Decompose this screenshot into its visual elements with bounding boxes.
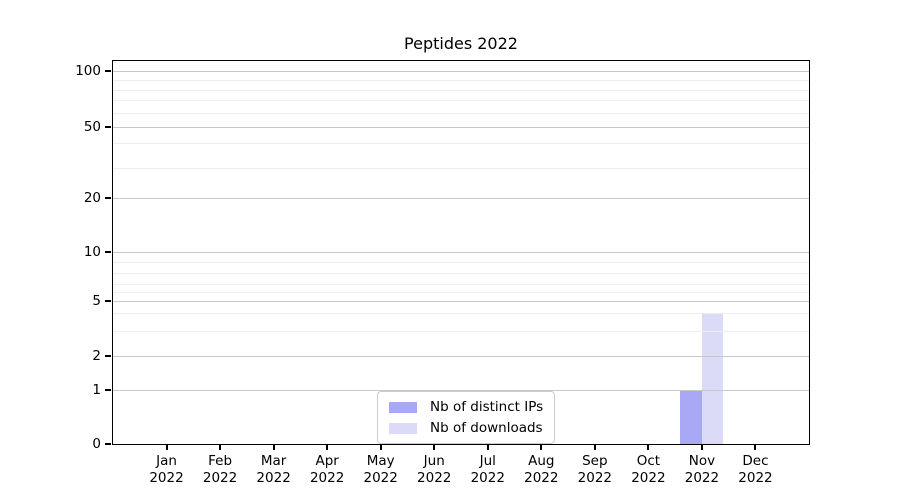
y-minor-gridline bbox=[113, 272, 809, 274]
x-tick-label: Mar 2022 bbox=[242, 453, 306, 487]
x-tick-mark bbox=[165, 444, 168, 450]
x-tick-year: 2022 bbox=[149, 470, 184, 486]
x-tick-mark bbox=[700, 444, 703, 450]
x-tick-month: Oct bbox=[636, 453, 661, 469]
y-minor-gridline bbox=[113, 312, 809, 314]
y-tick-mark bbox=[105, 125, 111, 128]
y-major-gridline bbox=[113, 390, 809, 392]
chart-title: Peptides 2022 bbox=[404, 34, 518, 53]
x-tick-label: Nov 2022 bbox=[670, 453, 734, 487]
x-tick-month: Aug bbox=[528, 453, 555, 469]
y-tick-mark bbox=[105, 354, 111, 357]
y-tick-label: 0 bbox=[92, 436, 101, 452]
x-tick-year: 2022 bbox=[309, 470, 345, 486]
y-major-gridline bbox=[113, 198, 809, 200]
x-tick-year: 2022 bbox=[417, 470, 452, 486]
y-minor-gridline bbox=[113, 292, 809, 294]
y-major-gridline bbox=[113, 355, 809, 357]
plot-area: 100 50 20 10 5 2 1 0 Jan 2022 Feb 2022 Mar 2022 Apr 202… bbox=[75, 60, 810, 486]
x-tick-year: 2022 bbox=[684, 470, 720, 486]
x-tick-mark bbox=[219, 444, 222, 450]
x-tick-label: Dec 2022 bbox=[723, 453, 787, 487]
y-tick-label: 100 bbox=[75, 63, 101, 80]
y-tick-mark bbox=[105, 389, 111, 392]
bar-downloads bbox=[701, 312, 724, 444]
x-tick-month: Nov bbox=[688, 453, 716, 469]
x-tick-label: Oct 2022 bbox=[616, 453, 680, 487]
y-minor-gridline bbox=[113, 330, 809, 332]
y-minor-gridline bbox=[113, 143, 809, 145]
x-tick-year: 2022 bbox=[738, 470, 773, 486]
x-tick-label: Feb 2022 bbox=[188, 453, 252, 487]
y-minor-gridline bbox=[113, 90, 809, 92]
x-tick-month: Dec bbox=[742, 453, 769, 469]
x-tick-mark bbox=[593, 444, 596, 450]
y-tick-label: 1 bbox=[92, 382, 101, 399]
y-tick-label: 2 bbox=[92, 347, 101, 364]
y-tick-mark bbox=[105, 443, 111, 445]
x-tick-label: Aug 2022 bbox=[509, 453, 573, 487]
x-tick-label: May 2022 bbox=[349, 453, 413, 487]
y-tick-mark bbox=[105, 197, 111, 200]
y-major-gridline bbox=[113, 300, 809, 302]
y-major-gridline bbox=[113, 71, 809, 73]
x-tick-label: Sep 2022 bbox=[563, 453, 627, 487]
x-tick-year: 2022 bbox=[202, 470, 238, 486]
legend-label: Nb of downloads bbox=[430, 420, 543, 436]
y-minor-gridline bbox=[113, 283, 809, 285]
y-major-gridline bbox=[113, 251, 809, 253]
x-tick-label: Jun 2022 bbox=[402, 453, 466, 487]
x-tick-mark bbox=[486, 444, 489, 450]
legend-label: Nb of distinct IPs bbox=[430, 399, 544, 415]
x-tick-label: Jul 2022 bbox=[456, 453, 520, 487]
y-major-gridline bbox=[113, 126, 809, 128]
y-tick-label: 20 bbox=[83, 190, 101, 207]
x-tick-label: Apr 2022 bbox=[295, 453, 359, 487]
y-minor-gridline bbox=[113, 80, 809, 82]
x-tick-mark bbox=[540, 444, 543, 450]
x-tick-mark bbox=[433, 444, 436, 450]
x-tick-year: 2022 bbox=[470, 470, 505, 486]
y-minor-gridline bbox=[113, 100, 809, 102]
x-tick-month: Jun bbox=[423, 453, 445, 469]
x-tick-mark bbox=[379, 444, 382, 450]
bar-distinct-ips bbox=[680, 390, 702, 444]
x-tick-year: 2022 bbox=[256, 470, 291, 486]
x-tick-month: Feb bbox=[208, 453, 233, 469]
y-tick-mark bbox=[105, 250, 111, 253]
y-tick-mark bbox=[105, 299, 111, 302]
y-tick-label: 10 bbox=[83, 243, 101, 260]
y-tick-label: 50 bbox=[83, 118, 101, 135]
x-tick-mark bbox=[272, 444, 275, 450]
y-minor-gridline bbox=[113, 262, 809, 264]
x-tick-mark bbox=[754, 444, 757, 450]
x-tick-month: Jan bbox=[156, 453, 177, 469]
legend-item: Nb of downloads bbox=[389, 420, 543, 436]
x-tick-month: May bbox=[366, 453, 395, 469]
y-tick-label: 5 bbox=[92, 292, 101, 309]
x-tick-month: Jul bbox=[479, 453, 496, 469]
x-tick-label: Jan 2022 bbox=[135, 453, 199, 487]
y-tick-mark bbox=[105, 70, 111, 73]
x-tick-year: 2022 bbox=[524, 470, 559, 486]
legend-swatch-icon bbox=[389, 422, 417, 434]
y-minor-gridline bbox=[113, 167, 809, 169]
x-tick-month: Apr bbox=[315, 453, 339, 469]
x-tick-month: Mar bbox=[260, 453, 287, 469]
x-tick-year: 2022 bbox=[363, 470, 398, 486]
x-tick-month: Sep bbox=[582, 453, 608, 469]
legend-item: Nb of distinct IPs bbox=[389, 399, 543, 415]
legend: Nb of distinct IPs Nb of downloads bbox=[377, 391, 556, 444]
x-tick-year: 2022 bbox=[631, 470, 666, 486]
y-minor-gridline bbox=[113, 112, 809, 114]
x-tick-mark bbox=[326, 444, 329, 450]
x-tick-year: 2022 bbox=[577, 470, 613, 486]
legend-swatch-icon bbox=[389, 401, 417, 413]
x-tick-mark bbox=[647, 444, 650, 450]
